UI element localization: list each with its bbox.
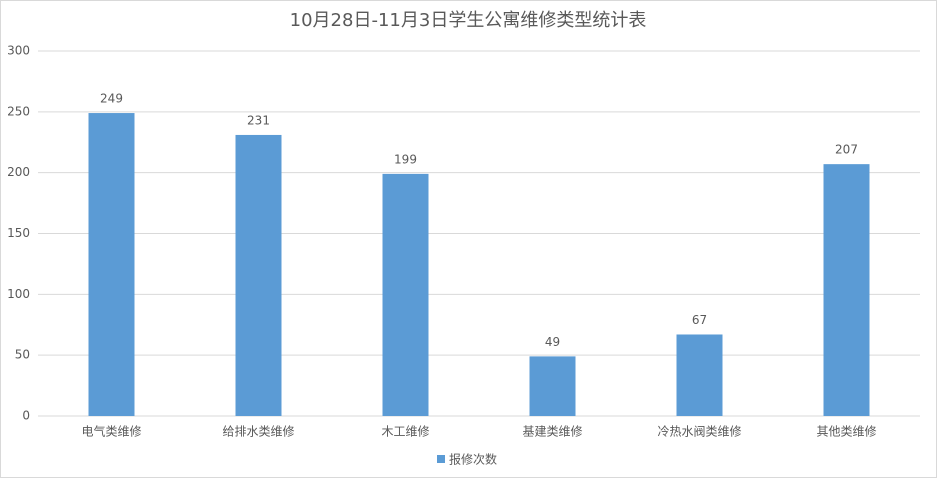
y-tick-label: 50: [15, 348, 30, 362]
bar: [88, 113, 135, 417]
chart-title: 10月28日-11月3日学生公寓维修类型统计表: [290, 10, 647, 31]
bar: [382, 173, 429, 416]
x-tick-label: 基建类维修: [522, 424, 582, 439]
value-label: 231: [247, 113, 270, 127]
bar: [235, 134, 282, 416]
x-tick-label: 电气类维修: [81, 424, 141, 439]
legend-label: 报修次数: [449, 452, 497, 467]
value-label: 49: [545, 335, 560, 349]
x-tick-label: 木工维修: [381, 424, 429, 439]
value-label: 249: [100, 92, 123, 106]
y-tick-label: 250: [7, 104, 30, 118]
y-tick-label: 300: [7, 44, 30, 58]
y-tick-label: 100: [7, 287, 30, 301]
y-tick-label: 200: [7, 165, 30, 179]
x-tick-label: 冷热水阀类维修: [657, 424, 741, 439]
bar: [676, 334, 723, 416]
x-tick-label: 其他类维修: [816, 424, 876, 439]
value-label: 67: [692, 313, 707, 327]
bar: [823, 164, 870, 416]
y-tick-label: 0: [22, 409, 30, 423]
value-label: 199: [394, 152, 417, 166]
y-tick-label: 150: [7, 226, 30, 240]
value-label: 207: [835, 143, 858, 157]
bar: [529, 356, 576, 416]
x-tick-label: 给排水类维修: [222, 424, 294, 439]
legend-swatch: [437, 455, 445, 463]
